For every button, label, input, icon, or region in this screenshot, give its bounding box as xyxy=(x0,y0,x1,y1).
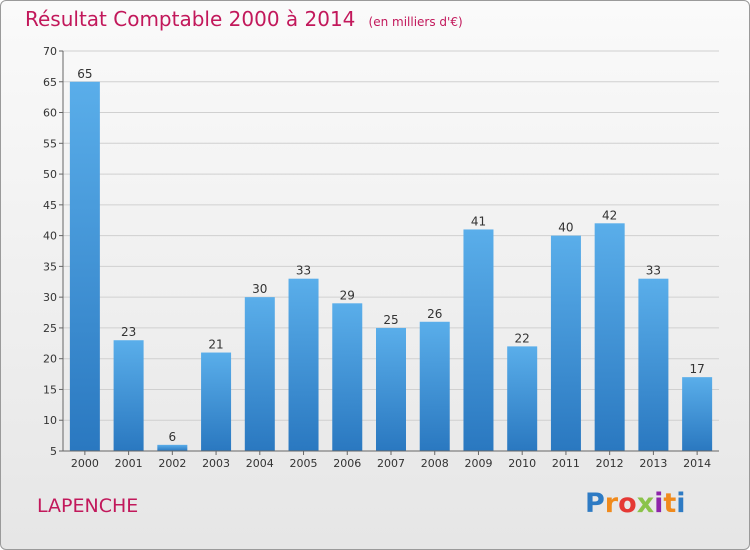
x-tick-label: 2003 xyxy=(202,457,230,470)
y-tick-label: 65 xyxy=(43,76,57,89)
logo-letter: t xyxy=(663,488,677,519)
data-label: 41 xyxy=(471,214,486,228)
bar xyxy=(157,444,188,451)
commune-name: LAPENCHE xyxy=(37,495,139,517)
bar xyxy=(69,81,100,452)
x-tick-label: 2011 xyxy=(552,457,580,470)
bar xyxy=(244,297,275,451)
y-tick-label: 70 xyxy=(43,45,57,58)
axes xyxy=(59,50,719,455)
bar xyxy=(682,377,713,451)
data-label: 25 xyxy=(383,313,398,327)
data-label: 21 xyxy=(208,338,223,352)
bars xyxy=(69,81,713,452)
data-label: 65 xyxy=(77,67,92,81)
data-label: 30 xyxy=(252,282,267,296)
bar xyxy=(594,223,625,451)
x-tick-label: 2000 xyxy=(71,457,99,470)
logo-letter: x xyxy=(636,488,655,519)
x-tick-label: 2002 xyxy=(158,457,186,470)
bar xyxy=(288,278,319,451)
bar xyxy=(550,235,581,451)
logo-letter: P xyxy=(585,488,605,519)
logo-letter: r xyxy=(604,488,619,519)
x-tick-label: 2005 xyxy=(290,457,318,470)
logo-letter: i xyxy=(654,488,664,519)
bar xyxy=(507,346,538,451)
y-tick-label: 20 xyxy=(43,353,57,366)
chart-title-main: Résultat Comptable 2000 à 2014 xyxy=(25,7,356,31)
chart-title-unit: (en milliers d'€) xyxy=(368,15,463,29)
data-label: 33 xyxy=(646,264,661,278)
data-label: 6 xyxy=(169,430,177,444)
logo-letter: i xyxy=(676,488,686,519)
bar xyxy=(638,278,669,451)
bar xyxy=(463,229,494,451)
bar xyxy=(201,352,232,451)
bar xyxy=(419,321,450,451)
data-label: 23 xyxy=(121,325,136,339)
y-tick-label: 10 xyxy=(43,414,57,427)
x-tick-label: 2014 xyxy=(683,457,711,470)
data-label: 33 xyxy=(296,264,311,278)
data-label: 29 xyxy=(340,288,355,302)
data-label: 17 xyxy=(689,362,704,376)
x-tick-label: 2012 xyxy=(596,457,624,470)
y-tick-label: 25 xyxy=(43,322,57,335)
x-tick-label: 2004 xyxy=(246,457,274,470)
y-tick-label: 5 xyxy=(50,445,57,458)
y-tick-label: 55 xyxy=(43,137,57,150)
y-tick-label: 35 xyxy=(43,260,57,273)
y-tick-label: 40 xyxy=(43,230,57,243)
labels: 5 10 15 20 25 30 35 40 45 50 55 60 65 70 65 2000 23 2001 6… xyxy=(43,45,711,470)
y-tick-label: 50 xyxy=(43,168,57,181)
x-tick-label: 2001 xyxy=(115,457,143,470)
x-tick-label: 2010 xyxy=(508,457,536,470)
x-tick-label: 2006 xyxy=(333,457,361,470)
data-label: 22 xyxy=(515,331,530,345)
y-tick-label: 30 xyxy=(43,291,57,304)
x-tick-label: 2008 xyxy=(421,457,449,470)
y-tick-label: 60 xyxy=(43,107,57,120)
x-tick-label: 2007 xyxy=(377,457,405,470)
y-tick-label: 15 xyxy=(43,383,57,396)
proxiti-logo: Proxiti xyxy=(585,488,686,519)
data-label: 26 xyxy=(427,307,442,321)
bar xyxy=(332,303,363,451)
bar xyxy=(113,340,144,451)
x-tick-label: 2013 xyxy=(639,457,667,470)
logo-letter: o xyxy=(618,488,637,519)
y-tick-label: 45 xyxy=(43,199,57,212)
data-label: 42 xyxy=(602,208,617,222)
x-tick-label: 2009 xyxy=(464,457,492,470)
chart-title: Résultat Comptable 2000 à 2014 (en milli… xyxy=(25,7,463,31)
bar xyxy=(376,327,406,451)
data-label: 40 xyxy=(558,221,573,235)
